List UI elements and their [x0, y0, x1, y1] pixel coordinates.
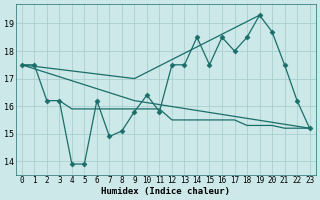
X-axis label: Humidex (Indice chaleur): Humidex (Indice chaleur): [101, 187, 230, 196]
